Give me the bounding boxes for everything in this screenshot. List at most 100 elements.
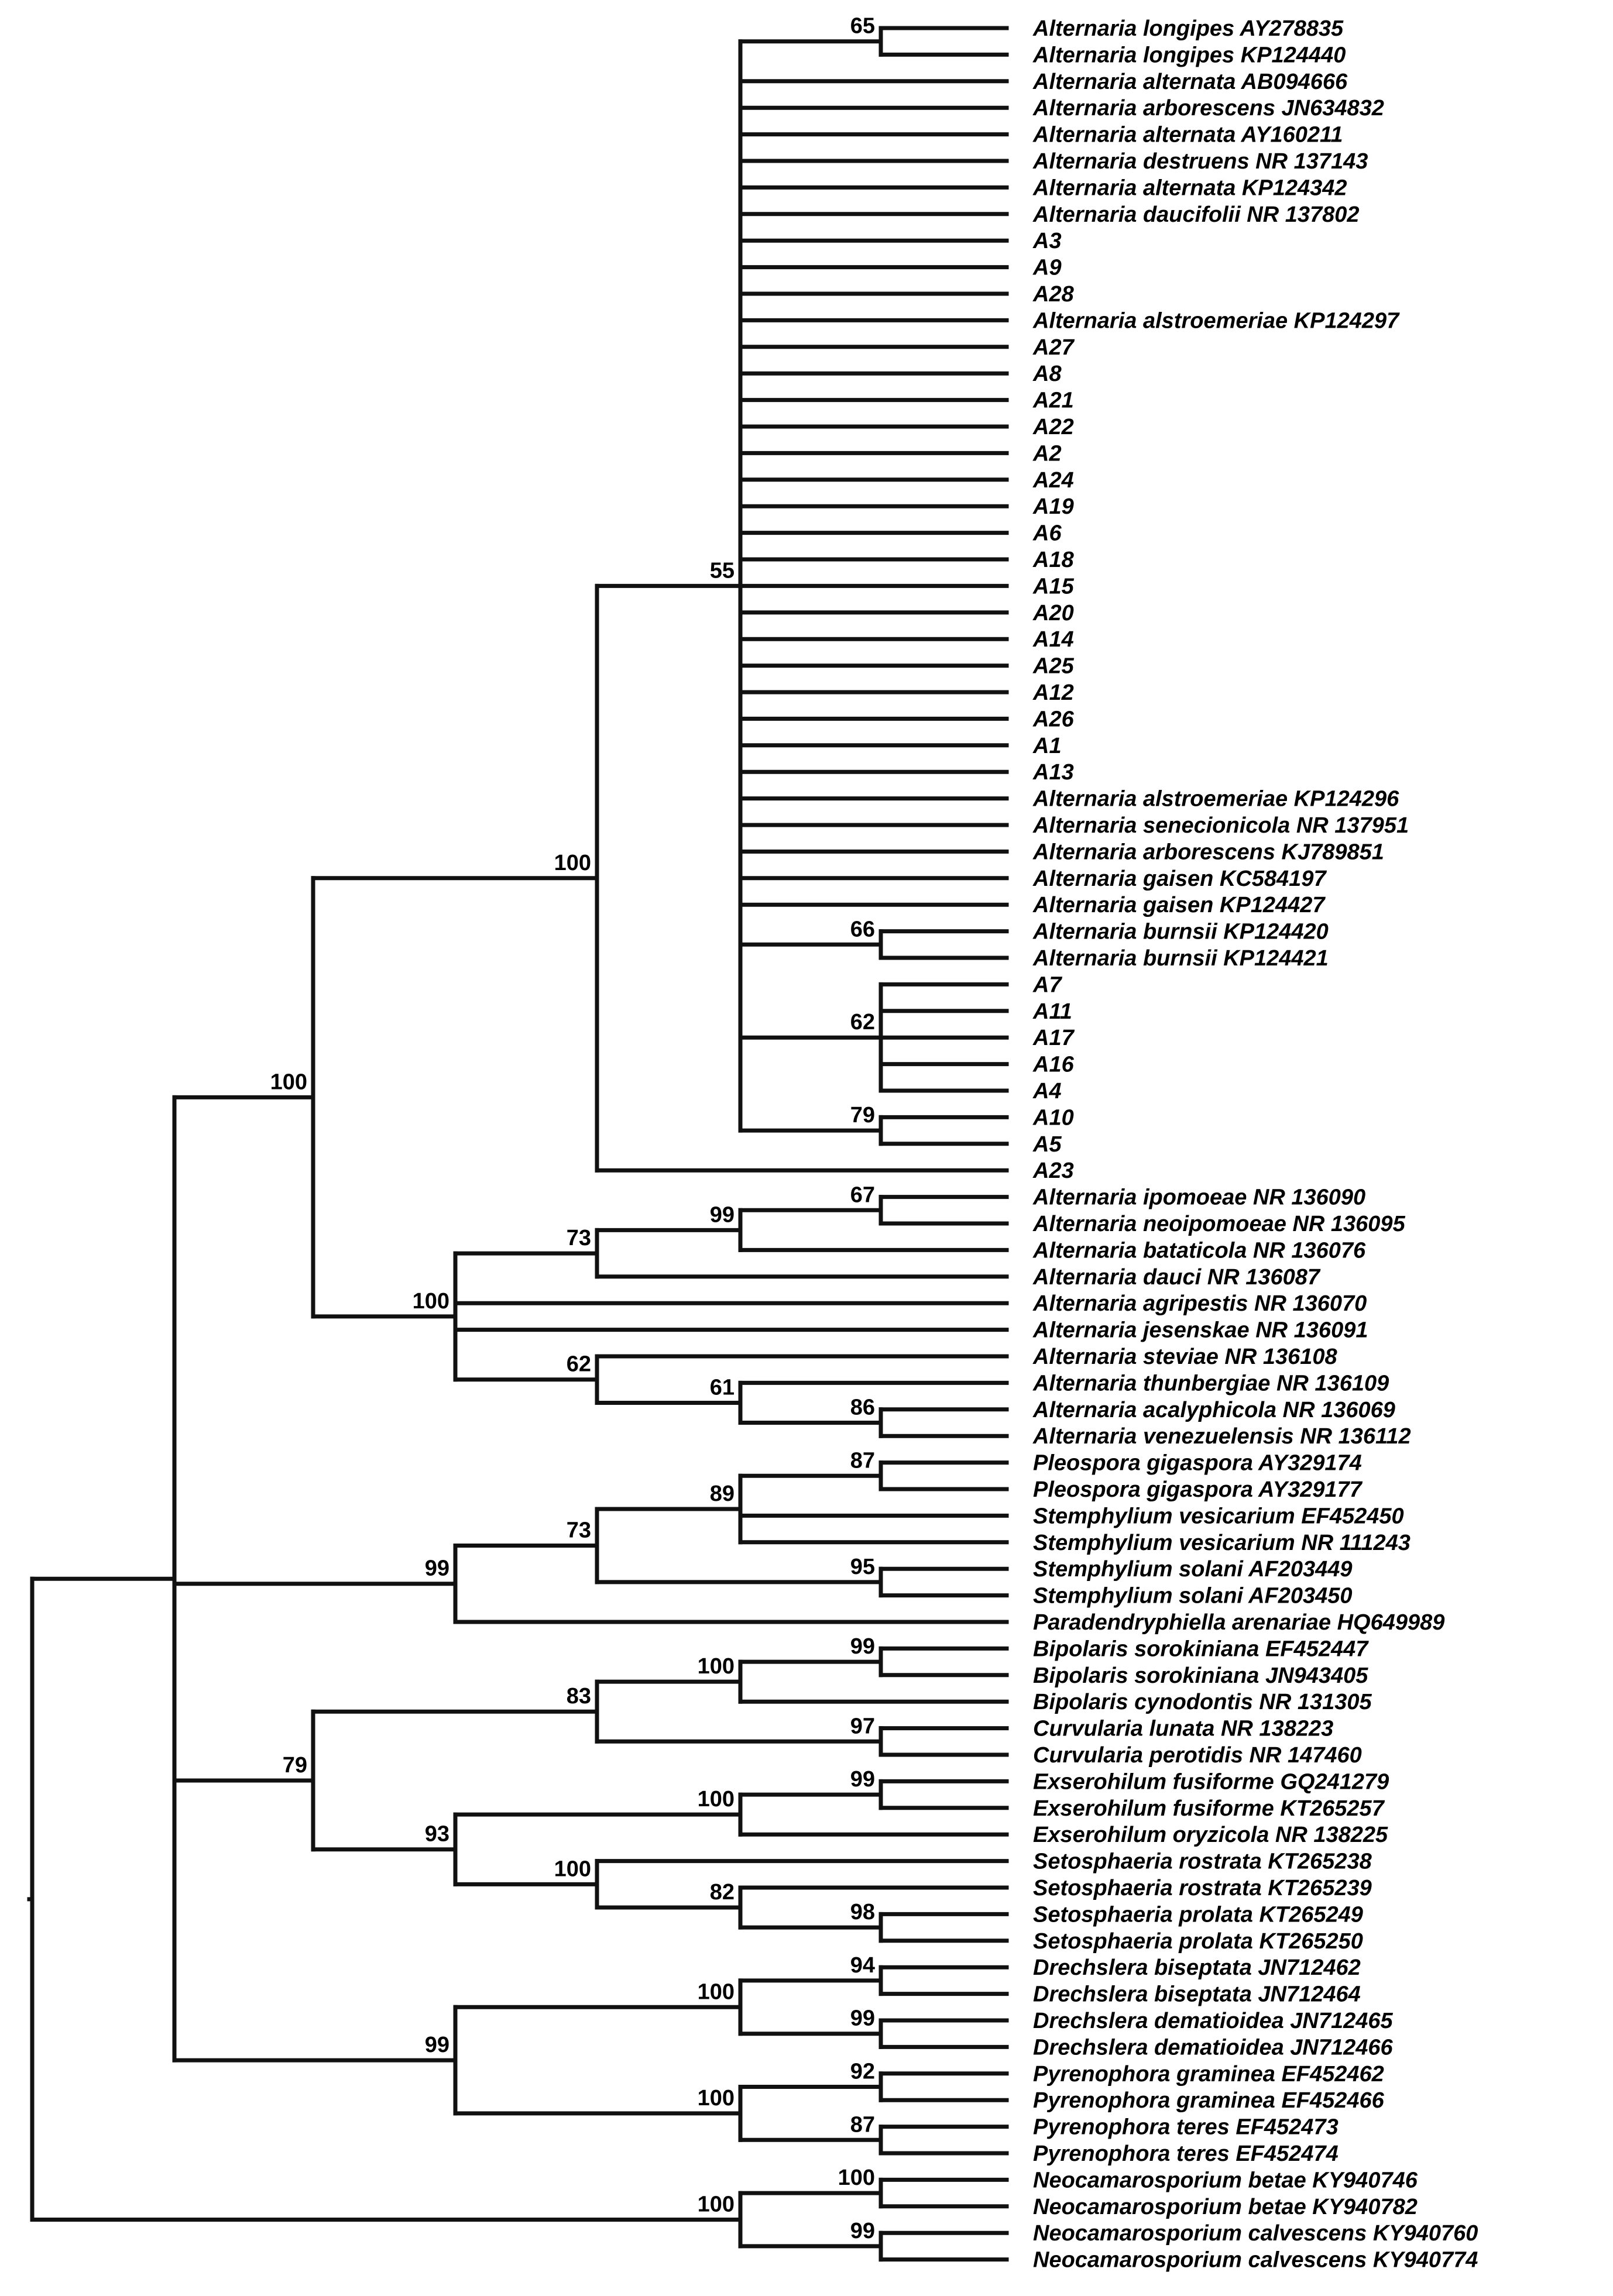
taxon-label: Stemphylium solani AF203449 — [1033, 1557, 1353, 1582]
taxon-label: A26 — [1032, 707, 1075, 731]
taxon-label: Pleospora gigaspora AY329177 — [1033, 1477, 1363, 1502]
support-value: 79 — [283, 1753, 307, 1778]
taxon-label: Paradendryphiella arenariae HQ649989 — [1033, 1610, 1444, 1635]
taxon-label: Alternaria alternata AY160211 — [1032, 123, 1343, 147]
taxon-label: Alternaria longipes KP124440 — [1032, 43, 1346, 67]
taxon-label: Pyrenophora teres EF452473 — [1033, 2115, 1339, 2140]
taxon-label: Stemphylium vesicarium NR 111243 — [1033, 1531, 1410, 1555]
support-value: 100 — [554, 1857, 591, 1881]
taxon-label: A23 — [1032, 1159, 1074, 1183]
support-value: 83 — [567, 1684, 591, 1709]
taxon-label: A22 — [1032, 415, 1074, 439]
taxon-label: Stemphylium solani AF203450 — [1033, 1584, 1353, 1608]
support-value: 55 — [710, 558, 735, 583]
support-value: 100 — [270, 1070, 307, 1094]
taxon-label: A20 — [1032, 601, 1074, 625]
support-value: 94 — [850, 1953, 875, 1978]
taxon-label: A11 — [1032, 999, 1072, 1024]
support-value: 62 — [850, 1010, 875, 1034]
taxon-label: Exserohilum fusiforme GQ241279 — [1033, 1769, 1389, 1794]
taxon-label: Alternaria arborescens JN634832 — [1032, 96, 1384, 121]
support-value: 93 — [425, 1822, 449, 1847]
support-value: 100 — [698, 2192, 735, 2217]
taxon-label: A13 — [1032, 760, 1074, 785]
support-label-layer: 65 66 62 79 55 100 67 99 73 86 61 62 100 100 87 89 95 73 9… — [270, 14, 875, 2243]
taxon-label: Alternaria alternata KP124342 — [1032, 176, 1347, 200]
taxon-label: Bipolaris cynodontis NR 131305 — [1033, 1690, 1372, 1714]
support-value: 100 — [698, 1654, 735, 1679]
support-value: 99 — [425, 1556, 449, 1581]
taxon-label: Bipolaris sorokiniana JN943405 — [1033, 1663, 1368, 1688]
taxon-label: Setosphaeria prolata KT265250 — [1033, 1929, 1363, 1954]
support-value: 79 — [850, 1103, 875, 1128]
taxon-label: Alternaria neoipomoeae NR 136095 — [1032, 1212, 1406, 1236]
taxon-label: Neocamarosporium betae KY940746 — [1033, 2168, 1418, 2192]
taxon-label: A17 — [1032, 1026, 1075, 1050]
taxon-label: A16 — [1032, 1053, 1075, 1077]
taxon-label: Drechslera dematioidea JN712465 — [1033, 2009, 1394, 2033]
taxon-label: Curvularia perotidis NR 147460 — [1033, 1743, 1362, 1768]
taxon-label: A3 — [1032, 229, 1062, 253]
taxon-label: Alternaria steviae NR 136108 — [1032, 1345, 1338, 1369]
taxon-label: Pleospora gigaspora AY329174 — [1033, 1451, 1362, 1476]
taxon-label: A21 — [1032, 389, 1074, 413]
support-value: 87 — [850, 2112, 875, 2137]
support-value: 99 — [850, 2219, 875, 2243]
taxon-label: Alternaria jesenskae NR 136091 — [1032, 1318, 1368, 1343]
taxon-label: Exserohilum oryzicola NR 138225 — [1033, 1823, 1388, 1847]
taxon-label: Alternaria arborescens KJ789851 — [1032, 840, 1384, 864]
taxon-label: Stemphylium vesicarium EF452450 — [1033, 1504, 1404, 1528]
support-value: 61 — [710, 1375, 735, 1400]
support-value: 65 — [850, 14, 875, 39]
taxon-label: A9 — [1032, 256, 1062, 280]
taxon-label: Alternaria destruens NR 137143 — [1032, 149, 1368, 174]
taxon-label: Alternaria gaisen KP124427 — [1032, 893, 1326, 917]
taxon-label: Alternaria thunbergiae NR 136109 — [1032, 1371, 1389, 1396]
taxon-label: A1 — [1032, 734, 1062, 758]
support-value: 73 — [567, 1226, 591, 1250]
taxon-label: Exserohilum fusiforme KT265257 — [1033, 1796, 1385, 1821]
support-value: 100 — [838, 2166, 875, 2190]
taxon-label: A28 — [1032, 282, 1075, 307]
support-value: 99 — [850, 2006, 875, 2031]
taxon-label: A4 — [1032, 1079, 1062, 1104]
taxon-label: A5 — [1032, 1132, 1062, 1157]
support-value: 92 — [850, 2060, 875, 2084]
taxon-label: Alternaria agripestis NR 136070 — [1032, 1291, 1367, 1316]
support-value: 67 — [850, 1183, 875, 1207]
taxon-label: Alternaria senecionicola NR 137951 — [1032, 813, 1409, 838]
taxon-label: Bipolaris sorokiniana EF452447 — [1033, 1637, 1369, 1661]
support-value: 99 — [710, 1202, 735, 1227]
support-value: 66 — [850, 917, 875, 941]
taxon-label: Setosphaeria rostrata KT265239 — [1033, 1876, 1372, 1900]
taxon-label: A15 — [1032, 574, 1075, 599]
taxon-label: Alternaria venezuelensis NR 136112 — [1032, 1424, 1411, 1449]
support-value: 95 — [850, 1555, 875, 1579]
support-value: 89 — [710, 1482, 735, 1506]
taxon-label: Alternaria daucifolii NR 137802 — [1032, 202, 1360, 227]
taxon-label: A2 — [1032, 441, 1062, 466]
support-value: 97 — [850, 1714, 875, 1738]
taxon-label: A10 — [1032, 1105, 1074, 1130]
support-value: 82 — [710, 1880, 735, 1905]
support-value: 100 — [698, 2086, 735, 2111]
taxon-label: A12 — [1032, 680, 1074, 705]
taxon-label: Alternaria bataticola NR 136076 — [1032, 1238, 1366, 1263]
taxon-label: Pyrenophora teres EF452474 — [1033, 2142, 1339, 2166]
taxon-label: A8 — [1032, 362, 1062, 386]
taxon-label: Alternaria gaisen KC584197 — [1032, 867, 1327, 891]
taxon-label: Alternaria alstroemeriae KP124297 — [1032, 308, 1400, 333]
support-value: 62 — [567, 1352, 591, 1377]
taxon-label: Neocamarosporium calvescens KY940774 — [1033, 2248, 1478, 2273]
taxon-label: Alternaria ipomoeae NR 136090 — [1032, 1185, 1365, 1210]
support-value: 100 — [554, 851, 591, 875]
taxon-label: Pyrenophora graminea EF452462 — [1033, 2062, 1384, 2087]
taxon-label: A14 — [1032, 627, 1074, 652]
taxon-label: Drechslera biseptata JN712464 — [1033, 1982, 1361, 2007]
taxon-label: Setosphaeria rostrata KT265238 — [1033, 1850, 1372, 1874]
taxon-label: Neocamarosporium betae KY940782 — [1033, 2195, 1418, 2219]
taxon-label: Setosphaeria prolata KT265249 — [1033, 1902, 1363, 1927]
taxon-label: Curvularia lunata NR 138223 — [1033, 1717, 1333, 1741]
support-value: 99 — [425, 2033, 449, 2057]
